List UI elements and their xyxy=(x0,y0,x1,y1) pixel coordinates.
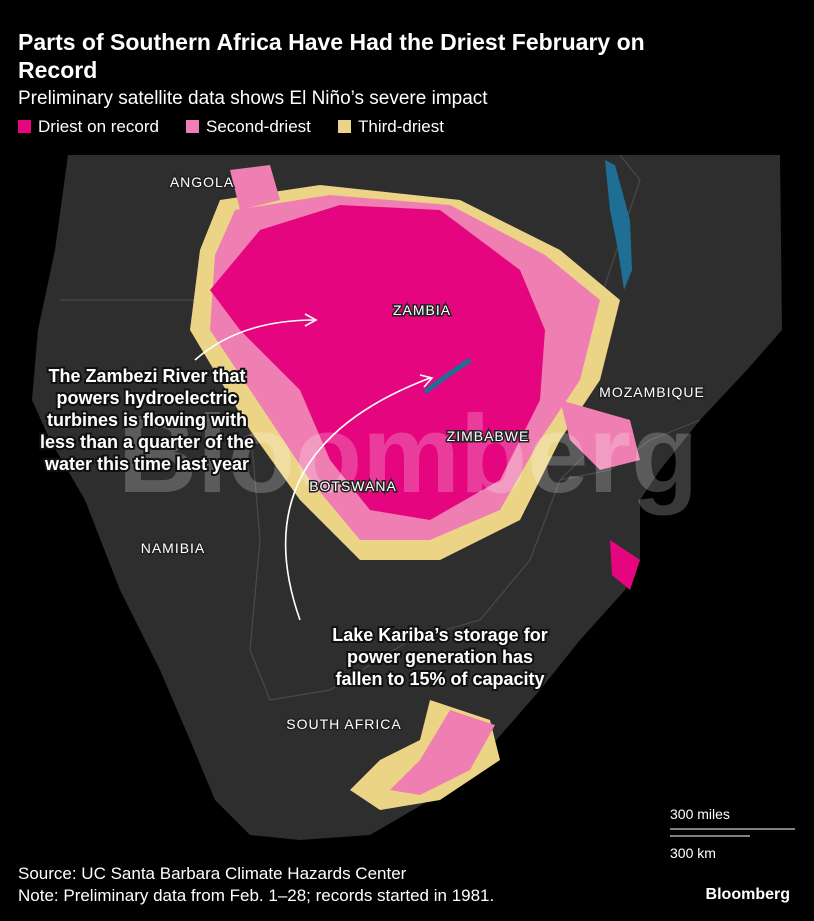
annotation-line: less than a quarter of the xyxy=(40,432,254,452)
annotation-line: turbines is flowing with xyxy=(47,410,247,430)
annotation-line: water this time last year xyxy=(44,454,249,474)
place-label: BOTSWANA xyxy=(309,478,397,494)
place-label: NAMIBIA xyxy=(141,540,206,556)
legend-swatch xyxy=(186,120,199,133)
source: Source: UC Santa Barbara Climate Hazards… xyxy=(18,864,407,883)
annotation-line: fallen to 15% of capacity xyxy=(335,669,544,689)
annotation-line: powers hydroelectric xyxy=(56,388,237,408)
annotation-line: The Zambezi River that xyxy=(48,366,245,386)
title: Record xyxy=(18,57,97,83)
watermark: Bloomberg xyxy=(118,393,699,516)
legend: Driest on record Second-driest Third-dries… xyxy=(18,117,444,136)
lake-kariba xyxy=(423,357,472,395)
drought-areas xyxy=(190,165,640,810)
place-label: ANGOLA xyxy=(170,174,234,190)
legend-swatch xyxy=(338,120,351,133)
scale-label: 300 km xyxy=(670,845,716,861)
annotation-line: Lake Kariba’s storage for xyxy=(332,625,547,645)
place-label: MOZAMBIQUE xyxy=(599,384,705,400)
place-label: ZAMBIA xyxy=(393,302,451,318)
legend-label: Third-driest xyxy=(358,117,444,136)
legend-label: Second-driest xyxy=(206,117,311,136)
title: Parts of Southern Africa Have Had the Dr… xyxy=(18,29,645,55)
scale-label: 300 miles xyxy=(670,806,730,822)
note: Note: Preliminary data from Feb. 1–28; r… xyxy=(18,886,494,905)
lake-malawi xyxy=(605,160,632,290)
subtitle: Preliminary satellite data shows El Niño… xyxy=(18,88,488,109)
place-label: ZIMBABWE xyxy=(447,428,530,444)
place-label: SOUTH AFRICA xyxy=(286,716,401,732)
logo: Bloomberg xyxy=(706,886,790,903)
legend-swatch xyxy=(18,120,31,133)
arrows xyxy=(194,313,434,621)
annotation-line: power generation has xyxy=(347,647,533,667)
legend-label: Driest on record xyxy=(38,117,159,136)
